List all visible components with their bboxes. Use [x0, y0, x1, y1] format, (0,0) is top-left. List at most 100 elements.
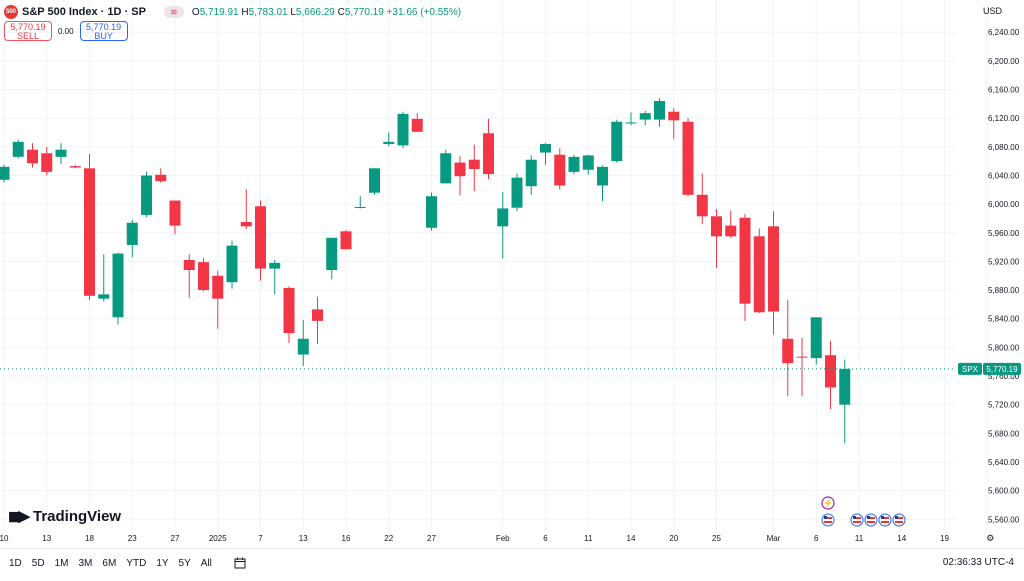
timeframe-all[interactable]: All	[200, 557, 212, 569]
candle-body[interactable]	[183, 259, 195, 271]
candle-body[interactable]	[511, 177, 523, 208]
candle-body[interactable]	[468, 159, 480, 170]
candle-body[interactable]	[411, 118, 423, 132]
candle-body[interactable]	[283, 287, 295, 334]
grid-lines	[0, 0, 988, 530]
candle-body[interactable]	[269, 262, 281, 269]
candle-body[interactable]	[212, 275, 224, 299]
candle-body[interactable]	[0, 166, 10, 180]
price-axis-label: 5,720.00	[988, 401, 1020, 410]
visibility-toggle-icon[interactable]: ≋	[163, 6, 184, 18]
chart-title[interactable]: S&P 500 Index · 1D · SP	[22, 6, 146, 18]
candle-body[interactable]	[739, 217, 751, 304]
candle-body[interactable]	[155, 174, 167, 182]
us-flag-event-icon[interactable]	[892, 513, 906, 527]
currency-label[interactable]: USD	[982, 6, 1002, 16]
candle-body[interactable]	[383, 141, 395, 144]
candle-body[interactable]	[525, 159, 537, 187]
candle-body[interactable]	[554, 154, 566, 186]
lightning-event-icon[interactable]	[821, 496, 835, 510]
axis-settings-icon[interactable]: ⚙	[986, 533, 994, 543]
price-axis[interactable]: 5,560.00 5,600.00 5,640.00 5,680.00 5,720.00…	[988, 28, 1020, 524]
candle-body[interactable]	[483, 133, 494, 175]
sell-button[interactable]: 5,770.19 SELL	[4, 21, 52, 41]
candle-body[interactable]	[369, 168, 380, 193]
candle-body[interactable]	[169, 200, 181, 226]
timeframe-3m[interactable]: 3M	[78, 557, 93, 569]
tradingview-logo[interactable]: ◼▶ TradingView	[8, 507, 121, 526]
price-axis-label: 5,560.00	[988, 515, 1020, 524]
timeframe-1y[interactable]: 1Y	[156, 557, 169, 569]
candle-body[interactable]	[540, 143, 551, 153]
candle-body[interactable]	[326, 237, 338, 271]
candle-body[interactable]	[69, 166, 81, 168]
us-flag-event-icon[interactable]	[850, 513, 864, 527]
price-tag-symbol-bg	[958, 362, 982, 375]
us-flag-event-icon[interactable]	[821, 513, 835, 527]
candle-body[interactable]	[711, 216, 722, 237]
buy-button[interactable]: 5,770.19 BUY	[79, 21, 128, 41]
candle-body[interactable]	[668, 111, 680, 121]
candle-body[interactable]	[753, 236, 765, 313]
candle-body[interactable]	[768, 226, 779, 312]
candle-body[interactable]	[12, 141, 24, 157]
candle-body[interactable]	[27, 149, 38, 164]
candle-body[interactable]	[84, 168, 95, 296]
candle-body[interactable]	[98, 294, 110, 299]
candle-body[interactable]	[297, 338, 309, 355]
us-flag-event-icon[interactable]	[878, 513, 892, 527]
price-axis-label: 6,040.00	[988, 171, 1020, 180]
candle-body[interactable]	[497, 208, 509, 227]
timeframe-5d[interactable]: 5D	[31, 557, 45, 569]
candle-body[interactable]	[112, 253, 124, 318]
candle-body[interactable]	[810, 317, 822, 359]
candle-body[interactable]	[654, 100, 665, 120]
candle-body[interactable]	[582, 155, 594, 170]
candle-body[interactable]	[568, 156, 580, 172]
us-flag-event-icon[interactable]	[864, 513, 878, 527]
candle-body[interactable]	[796, 356, 808, 358]
candle-body[interactable]	[255, 206, 266, 269]
time-axis-label: 22	[384, 534, 393, 543]
timeframe-1d[interactable]: 1D	[9, 557, 22, 569]
candle-body[interactable]	[611, 121, 623, 162]
candle-body[interactable]	[126, 222, 138, 245]
timeframe-6m[interactable]: 6M	[102, 557, 117, 569]
event-markers[interactable]: ⚡	[821, 496, 906, 527]
candle-body[interactable]	[141, 175, 152, 215]
candle-body[interactable]	[198, 262, 209, 291]
candle-body[interactable]	[426, 196, 437, 228]
candle-body[interactable]	[625, 122, 637, 124]
candle-body[interactable]	[340, 231, 352, 250]
candle-body[interactable]	[226, 245, 238, 283]
flag-canton	[853, 516, 856, 519]
open-value: 5,719.91	[199, 6, 239, 18]
candle-body[interactable]	[639, 113, 651, 120]
candle-body[interactable]	[597, 166, 608, 186]
candle-body[interactable]	[839, 368, 851, 405]
candle-body[interactable]	[55, 149, 67, 157]
candle-body[interactable]	[354, 206, 366, 208]
timeframe-1m[interactable]: 1M	[54, 557, 69, 569]
ohlc-legend: O5,719.91 H5,783.01 L5,666.29 C5,770.19 …	[192, 7, 461, 18]
candle-body[interactable]	[825, 355, 836, 388]
timeframe-ytd[interactable]: YTD	[126, 557, 147, 569]
timeframe-5y[interactable]: 5Y	[178, 557, 191, 569]
calendar-icon[interactable]	[234, 557, 246, 569]
candle-body[interactable]	[682, 121, 694, 195]
candle-body[interactable]	[440, 153, 452, 184]
candle-body[interactable]	[240, 222, 252, 227]
candle-body[interactable]	[696, 194, 708, 217]
time-axis[interactable]: 10 13 18 23 27 2025 7 13 16 22 27 Feb 6 11 14 20 25 Mar 6 1…	[0, 533, 994, 543]
candle-body[interactable]	[312, 309, 323, 321]
candle-body[interactable]	[782, 338, 794, 364]
candle-body[interactable]	[397, 113, 409, 146]
candle-body[interactable]	[725, 225, 737, 237]
candle-body[interactable]	[41, 153, 53, 172]
candles[interactable]	[0, 98, 851, 444]
high-value: 5,783.01	[248, 6, 288, 18]
clock[interactable]: 02:36:33 UTC-4	[942, 557, 1014, 568]
candle-body[interactable]	[454, 162, 466, 177]
